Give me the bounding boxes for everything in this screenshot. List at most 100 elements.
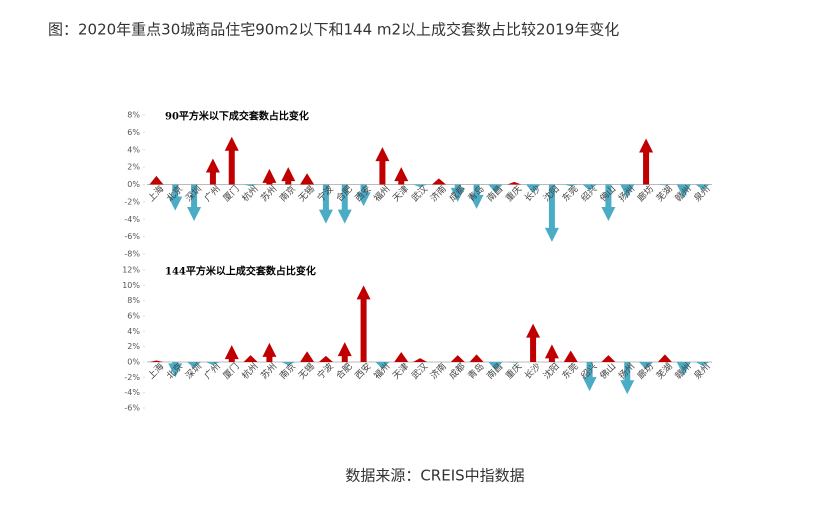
arrow-bar xyxy=(300,351,315,362)
x-tick-label: 厦门 xyxy=(220,360,241,381)
x-tick-label: 芜湖 xyxy=(654,183,675,204)
x-tick-label: 重庆 xyxy=(503,360,524,381)
arrow-bar xyxy=(356,184,371,207)
arrow-bar xyxy=(168,362,183,378)
arrow-bar xyxy=(375,147,390,185)
x-tick-label: 成都 xyxy=(446,360,467,381)
x-tick-label: 上海 xyxy=(145,360,166,381)
arrow-bar xyxy=(375,362,390,369)
arrow-bar xyxy=(488,184,503,194)
y-tick-label: 4% xyxy=(127,327,140,336)
arrow-bar xyxy=(337,184,352,224)
arrow-bar xyxy=(187,184,202,221)
x-tick-label: 南京 xyxy=(277,183,298,204)
arrow-bar xyxy=(544,184,559,242)
y-tick-label: 0% xyxy=(127,358,140,367)
x-tick-label: 东莞 xyxy=(559,183,580,204)
arrow-bar xyxy=(695,362,710,366)
arrow-bar xyxy=(431,178,446,185)
x-tick-label: 苏州 xyxy=(258,360,279,381)
arrow-bar xyxy=(657,354,672,362)
arrow-bar xyxy=(676,184,691,199)
arrow-bar xyxy=(262,342,277,362)
x-tick-label: 济南 xyxy=(428,360,449,381)
arrow-bar xyxy=(563,350,578,362)
arrow-bar xyxy=(205,362,220,366)
arrow-bar xyxy=(544,344,559,362)
x-tick-label: 重庆 xyxy=(503,183,524,204)
arrow-bar xyxy=(526,184,541,194)
x-tick-label: 东莞 xyxy=(559,360,580,381)
arrow-bar xyxy=(281,362,296,366)
arrow-bar xyxy=(149,175,164,185)
x-tick-label: 武汉 xyxy=(409,360,430,381)
arrow-bar xyxy=(507,181,522,185)
arrow-bar xyxy=(224,345,239,362)
arrow-bar xyxy=(639,362,654,370)
arrow-bar xyxy=(450,184,465,202)
x-tick-label: 广州 xyxy=(202,183,223,204)
arrow-bar xyxy=(657,184,672,186)
x-tick-label: 无锡 xyxy=(296,361,317,382)
y-tick-label: 8% xyxy=(127,296,140,305)
x-tick-label: 济南 xyxy=(428,183,449,204)
x-tick-label: 青岛 xyxy=(465,360,486,381)
arrow-bar xyxy=(337,342,352,362)
source: 数据来源：CREIS中指数据 xyxy=(345,467,524,485)
page-title: 图：2020年重点30城商品住宅90m2以下和144 m2以上成交套数占比较20… xyxy=(48,21,619,39)
arrow-bar xyxy=(318,355,333,362)
x-tick-label: 上海 xyxy=(145,183,166,204)
arrow-bar xyxy=(676,362,691,376)
x-tick-label: 杭州 xyxy=(239,183,260,204)
chart-subtitle: 144平方米以上成交套数占比变化 xyxy=(165,265,316,278)
y-tick-label: -2% xyxy=(124,373,140,382)
x-tick-label: 无锡 xyxy=(296,184,317,205)
y-tick-label: -4% xyxy=(124,215,140,224)
y-tick-label: 8% xyxy=(127,111,140,120)
chart-subtitle: 90平方米以下成交套数占比变化 xyxy=(165,110,309,123)
x-tick-label: 天津 xyxy=(391,361,412,382)
arrow-bar xyxy=(394,352,409,362)
x-tick-label: 苏州 xyxy=(258,183,279,204)
y-tick-label: 4% xyxy=(127,145,140,154)
arrow-bar xyxy=(526,323,541,362)
arrow-bar xyxy=(243,184,258,187)
x-tick-label: 天津 xyxy=(391,184,412,205)
arrow-bar xyxy=(318,184,333,224)
y-tick-label: -4% xyxy=(124,388,140,397)
y-tick-label: 12% xyxy=(122,266,140,275)
x-tick-label: 沈阳 xyxy=(541,360,562,381)
arrow-bar xyxy=(187,362,202,369)
arrow-bar xyxy=(356,285,371,362)
y-tick-label: 2% xyxy=(127,342,140,351)
arrow-bar xyxy=(168,184,183,211)
y-tick-label: 6% xyxy=(127,128,140,137)
arrow-bar xyxy=(469,354,484,362)
arrow-bar xyxy=(300,173,315,185)
arrow-bar xyxy=(262,168,277,185)
arrow-bar xyxy=(563,184,578,187)
arrow-bar xyxy=(601,184,616,221)
x-tick-label: 长沙 xyxy=(522,360,543,381)
y-tick-label: 2% xyxy=(127,163,140,172)
arrow-bar xyxy=(582,184,597,191)
arrow-bar xyxy=(394,167,409,185)
y-tick-label: -6% xyxy=(124,404,140,413)
x-tick-label: 合肥 xyxy=(333,360,354,381)
arrow-bar xyxy=(507,362,522,363)
arrow-bar xyxy=(450,355,465,362)
y-tick-label: -2% xyxy=(124,197,140,206)
x-tick-label: 深圳 xyxy=(183,361,204,382)
arrow-bar xyxy=(281,167,296,185)
arrow-bar xyxy=(639,138,654,185)
y-tick-label: 6% xyxy=(127,312,140,321)
y-tick-label: 0% xyxy=(127,180,140,189)
arrow-bar xyxy=(488,362,503,371)
x-tick-label: 深圳 xyxy=(183,184,204,205)
y-tick-label: 10% xyxy=(122,281,140,290)
x-tick-label: 杭州 xyxy=(239,360,260,381)
arrow-bar xyxy=(601,355,616,362)
x-tick-label: 宁波 xyxy=(315,360,336,381)
arrow-bar xyxy=(620,184,635,199)
